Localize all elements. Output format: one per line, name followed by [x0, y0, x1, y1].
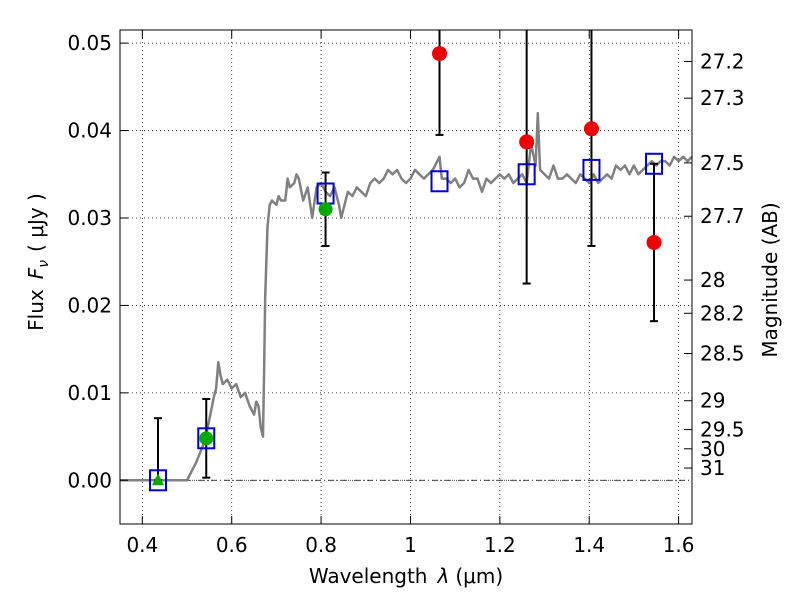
y-tick-label: 0.01	[67, 381, 112, 405]
upper-limit-point	[583, 121, 599, 137]
y-tick-label: 0.05	[67, 31, 112, 55]
y2-tick-label: 28.5	[700, 342, 745, 366]
model-photometry-square	[148, 469, 167, 492]
y-axis-label: FluxFν( μJy )	[24, 193, 52, 331]
upper-limit-point	[519, 134, 535, 150]
x-tick-label: 0.6	[216, 533, 248, 557]
x-tick-label: 0.8	[305, 533, 337, 557]
tick-layer: 0.4 0.6 0.8 1 1.2 1.4 1.6 0.00 0.01 0.02 0.03 0.04 0…	[67, 30, 745, 557]
model-photometry-square	[517, 163, 536, 186]
y-tick-label: 0.00	[67, 468, 112, 492]
y-tick-label: 0.03	[67, 206, 112, 230]
marker-layer	[148, 46, 664, 492]
y-tick-label: 0.02	[67, 293, 112, 317]
x-tick-label: 1.2	[484, 533, 516, 557]
non-detection-triangle	[151, 473, 164, 486]
model-photometry-square	[197, 427, 216, 450]
y2-tick-label: 27.2	[700, 49, 745, 73]
y2-tick-label: 31	[700, 456, 725, 480]
model-spectrum-layer	[120, 111, 693, 482]
y2-tick-label: 27.3	[700, 86, 745, 110]
y2-tick-label: 27.5	[700, 151, 745, 175]
y2-tick-label: 29	[700, 389, 725, 413]
y2-tick-label: 28	[700, 268, 725, 292]
upper-limit-point	[432, 46, 448, 62]
y2-tick-label: 27.7	[700, 204, 745, 228]
model-photometry-square	[582, 158, 601, 181]
upper-limit-point	[646, 234, 662, 250]
x-tick-label: 0.4	[126, 533, 158, 557]
model-photometry-square	[645, 152, 664, 175]
y2-tick-label: 30	[700, 437, 725, 461]
x-tick-label: 1	[404, 533, 417, 557]
x-tick-label: 1.4	[573, 533, 605, 557]
plot-frame	[119, 29, 693, 525]
y2-tick-label: 28.2	[700, 301, 745, 325]
model-spectrum-line	[120, 111, 693, 482]
y2-tick-label: 29.5	[700, 418, 745, 442]
y2-axis-label: Magnitude (AB)	[758, 202, 782, 357]
x-tick-label: 1.6	[663, 533, 695, 557]
detection-point	[318, 202, 333, 217]
detection-point	[199, 431, 214, 446]
model-photometry-square	[430, 170, 449, 193]
x-axis-label: Wavelength λ (μm)	[309, 564, 503, 588]
y-tick-label: 0.04	[67, 119, 112, 143]
